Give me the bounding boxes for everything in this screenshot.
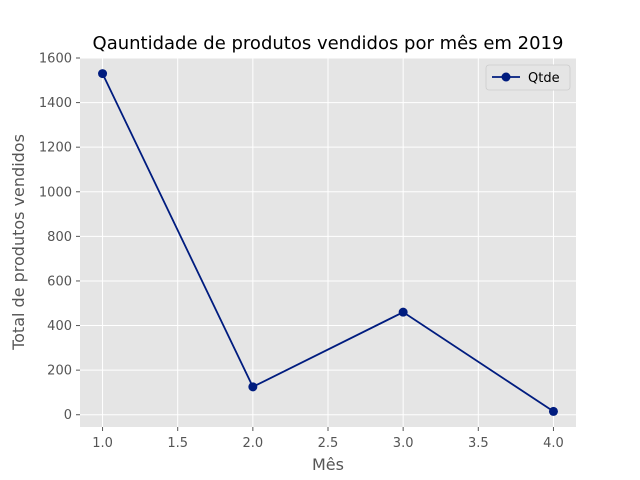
y-tick-label: 1600	[39, 52, 72, 67]
data-point	[548, 406, 558, 416]
data-point	[98, 69, 108, 79]
y-tick-label: 1400	[39, 96, 72, 111]
data-point	[398, 307, 408, 317]
x-tick-label: 4.0	[543, 436, 564, 451]
x-tick-label: 2.5	[318, 436, 339, 451]
legend-box	[485, 64, 571, 91]
grid	[80, 57, 576, 427]
y-axis-label: Total de produtos vendidos	[9, 134, 28, 351]
y-tick-label: 800	[47, 230, 72, 245]
y-tick-label: 1000	[39, 185, 72, 200]
x-axis-label: Mês	[312, 455, 344, 474]
legend-entry-qtde: Qtde	[528, 71, 560, 86]
legend-marker	[501, 72, 511, 82]
y-tick-label: 200	[47, 364, 72, 379]
series-line-0	[101, 73, 554, 413]
legend: Qtde	[485, 64, 571, 91]
y-tick-label: 1200	[39, 141, 72, 156]
y-tick-label: 600	[47, 274, 72, 289]
y-ticks: 0 200 400 600 800 1000 1200 1400 1600	[39, 52, 80, 423]
y-tick-label: 400	[47, 319, 72, 334]
chart-title: Qauntidade de produtos vendidos por mês …	[93, 33, 564, 54]
x-tick-label: 3.0	[393, 436, 414, 451]
x-tick-label: 1.5	[167, 436, 188, 451]
y-tick-label: 0	[64, 408, 72, 423]
x-tick-label: 2.0	[243, 436, 264, 451]
series-layer	[98, 69, 558, 416]
data-point	[248, 382, 258, 392]
x-tick-label: 1.0	[92, 436, 113, 451]
x-ticks: 1.0 1.5 2.0 2.5 3.0 3.5 4.0	[92, 427, 564, 451]
x-tick-label: 3.5	[468, 436, 489, 451]
